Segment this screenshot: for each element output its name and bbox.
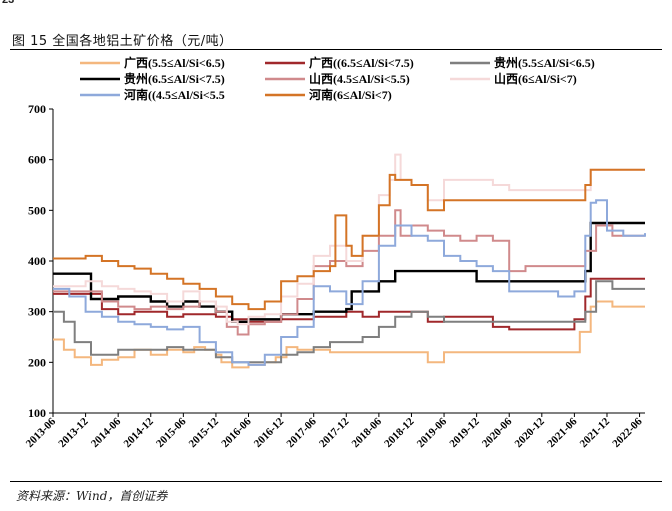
x-tick-label: 2020-06	[480, 415, 515, 450]
y-tick-label: 200	[28, 355, 46, 369]
y-axis: 100 200 300 400 500 600 700	[28, 102, 54, 420]
x-tick-label: 2017-12	[317, 415, 352, 450]
legend: 广西(5.5≤Al/Si<6.5) 广西((6.5≤Al/Si<7.5) 贵州(5.…	[80, 55, 595, 102]
x-tick-label: 2014-06	[89, 415, 124, 450]
legend-label-6: 河南((4.5≤Al/Si<5.5	[123, 87, 225, 102]
x-tick-label: 2018-06	[350, 415, 385, 450]
series-line-3	[53, 221, 645, 323]
x-tick-label: 2018-12	[382, 415, 417, 450]
series-line-2	[53, 280, 645, 364]
y-tick-label: 100	[28, 406, 46, 420]
figure-title: 图 15 全国各地铝土矿价格（元/吨）	[12, 34, 233, 49]
x-tick-label: 2015-12	[187, 415, 222, 450]
legend-label-2: 贵州(5.5≤Al/Si<6.5)	[494, 55, 595, 70]
series-line-1	[53, 277, 645, 331]
series-line-6	[53, 199, 646, 366]
x-tick-label: 2015-06	[154, 415, 189, 450]
x-tick-label: 2021-06	[545, 415, 580, 450]
x-axis: 2013-062013-122014-062014-122015-062015-…	[24, 412, 645, 450]
x-tick-label: 2021-12	[578, 415, 613, 450]
x-tick-label: 2017-06	[284, 415, 319, 450]
series-line-5	[53, 153, 645, 326]
x-tick-label: 2013-12	[56, 415, 91, 450]
x-tick-label: 2020-12	[513, 415, 548, 450]
x-tick-label: 2016-12	[252, 415, 287, 450]
x-tick-label: 2019-12	[447, 415, 482, 450]
x-tick-label: 2014-12	[121, 415, 156, 450]
x-tick-label: 2013-06	[24, 415, 59, 450]
source-note: 资料来源：Wind，首创证券	[16, 489, 168, 503]
legend-label-7: 河南(6≤Al/Si<7)	[308, 87, 392, 102]
x-tick-label: 2022-06	[610, 415, 645, 450]
y-tick-label: 300	[28, 305, 46, 319]
series-line-4	[53, 209, 645, 336]
x-tick-label: 2019-06	[415, 415, 450, 450]
plot-area	[53, 153, 646, 369]
legend-label-0: 广西(5.5≤Al/Si<6.5)	[124, 55, 225, 70]
y-tick-label: 700	[28, 102, 46, 116]
y-tick-label: 600	[28, 153, 46, 167]
legend-label-4: 山西(4.5≤Al/Si<5.5)	[309, 71, 410, 86]
legend-label-5: 山西(6≤Al/Si<7)	[494, 71, 577, 86]
page-number: 23	[2, 0, 15, 6]
legend-label-1: 广西((6.5≤Al/Si<7.5)	[309, 55, 414, 70]
title-rule	[10, 49, 662, 50]
y-tick-label: 400	[28, 254, 46, 268]
source-rule	[10, 481, 662, 482]
legend-label-3: 贵州(6.5≤Al/Si<7.5)	[124, 71, 225, 86]
series-line-7	[53, 168, 645, 311]
y-tick-label: 500	[28, 203, 46, 217]
x-tick-label: 2016-06	[219, 415, 254, 450]
